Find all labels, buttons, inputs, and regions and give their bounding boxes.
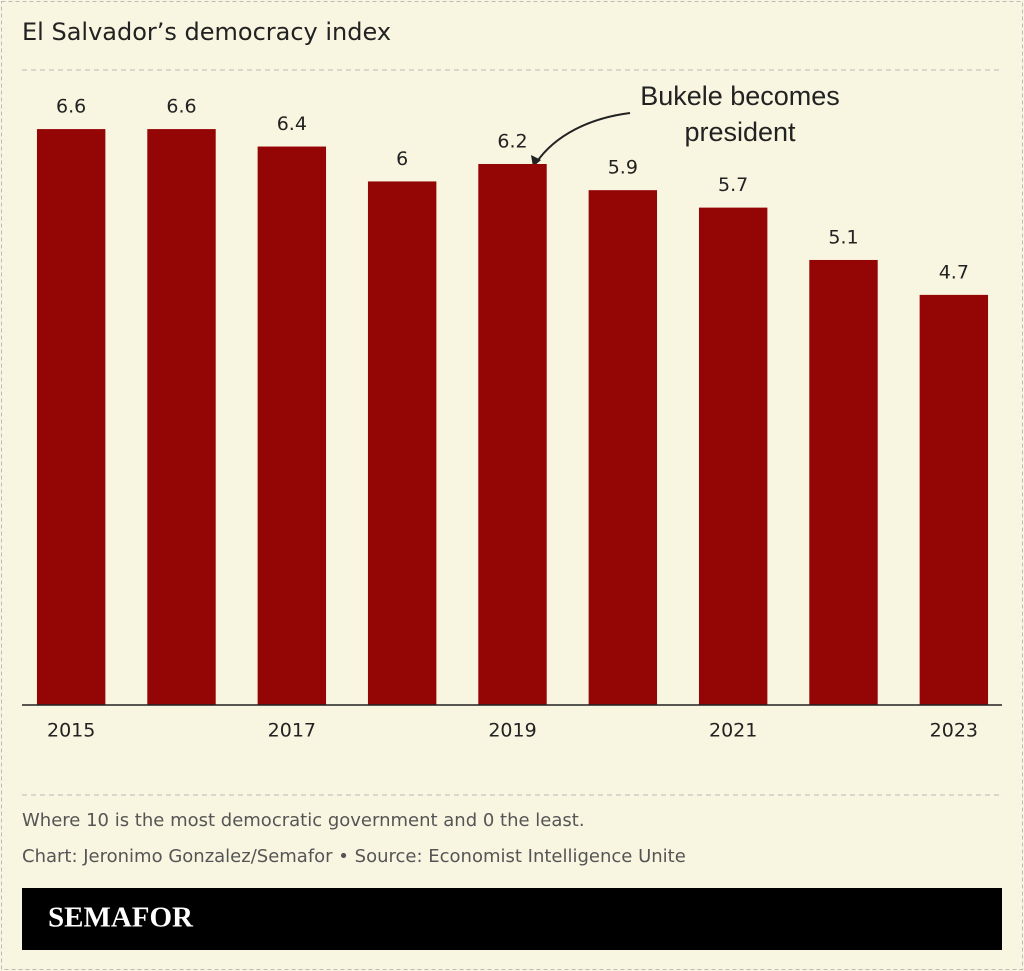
bar	[919, 294, 989, 705]
value-label: 4.7	[939, 261, 969, 283]
bar	[36, 129, 106, 705]
bar	[367, 181, 437, 705]
value-label: 6	[396, 148, 408, 170]
annotation-arrow	[535, 112, 631, 164]
bar	[478, 163, 547, 705]
chart-title: El Salvador’s democracy index	[22, 18, 391, 46]
x-tick-label: 2023	[930, 720, 978, 742]
x-tick-label: 2019	[488, 720, 536, 742]
annotation: Bukele becomes president	[640, 81, 840, 147]
bar	[809, 259, 878, 705]
bar	[588, 190, 658, 706]
bar	[147, 129, 216, 705]
bar	[698, 207, 768, 705]
note: Where 10 is the most democratic governme…	[22, 810, 585, 831]
note: Chart: Jeronimo Gonzalez/Semafor • Sourc…	[22, 846, 686, 867]
value-label: 6.4	[277, 113, 307, 135]
x-tick-label: 2021	[709, 720, 757, 742]
logo: SEMAFOR	[48, 902, 194, 934]
value-label: 6.2	[497, 130, 527, 152]
value-label: 5.1	[828, 226, 858, 248]
value-label: 6.6	[166, 96, 196, 118]
value-label: 5.9	[608, 157, 638, 179]
x-tick-label: 2015	[47, 720, 95, 742]
logo-band	[22, 888, 1002, 950]
value-label: 6.6	[56, 96, 86, 118]
x-tick-label: 2017	[268, 720, 316, 742]
value-label: 5.7	[718, 174, 748, 196]
bar	[257, 146, 327, 705]
